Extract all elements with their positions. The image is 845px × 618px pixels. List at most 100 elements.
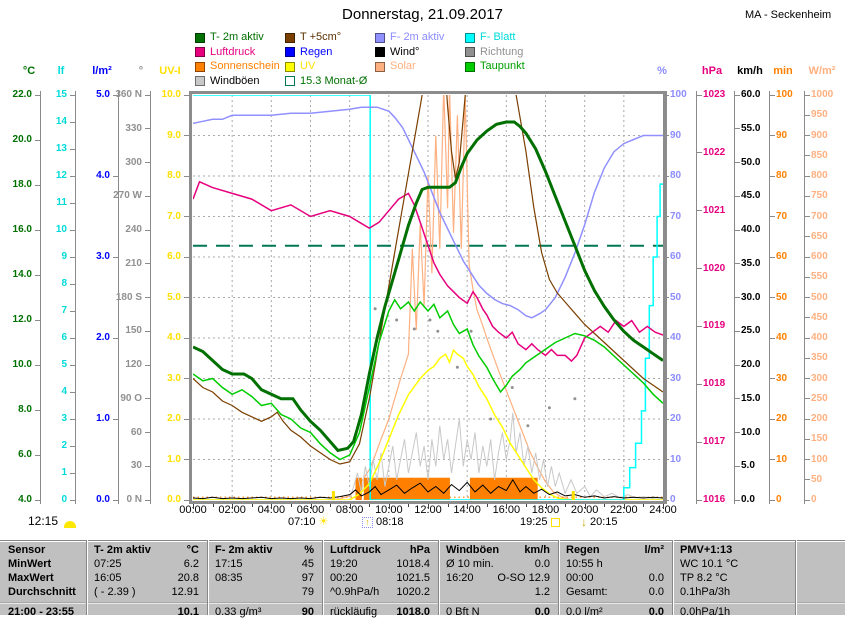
table-cell-text: 10:55 h [566,558,603,570]
axis-tick-label-kmh: 50.0 [741,156,761,168]
axis-tick-label-wm2: 600 [811,251,828,262]
axis-tick-label-kmh: 30.0 [741,291,761,303]
axis-tick-label-C: 16.0 [12,224,32,235]
axis-tick-hPa [697,210,702,212]
legend-swatch-icon [375,61,385,72]
axis-tick-label-min: 90 [776,129,788,141]
table-cell-text: 0.1hPa/3h [680,586,731,598]
axis-tick-C [35,184,40,186]
axis-tick-min [770,378,775,379]
axis-tick-label-C: 22.0 [12,89,32,100]
legend-label: T +5cm° [300,31,342,43]
axis-tick-label-wm2: 350 [811,352,828,364]
sun-marker-time: 07:10 [288,516,316,528]
series-direction-dot [526,424,530,428]
axis-tick-label-uv: 1.0 [167,453,181,465]
axis-tick-wm2 [805,398,810,400]
axis-tick-label-min: 10 [776,453,788,465]
axis-tick-label-deg: 30 [130,460,142,472]
axis-unit-hPa: hPa [701,65,723,77]
axis-tick-uv [184,499,189,501]
sun-marker: ↑ 08:18 [362,516,404,528]
axis-tick-deg [145,94,150,96]
legend-swatch-icon [195,47,205,57]
table-cell-value: 0.0 [534,606,550,618]
axis-tick-label-min: 40 [776,332,788,343]
axis-unit-kmh: km/h [737,65,763,77]
axis-tick-label-deg: 210 [125,257,142,269]
x-axis-tick [349,504,351,509]
table-cell-value: 10.1 [177,606,199,618]
axis-tick-lf [70,94,75,96]
axis-tick-lm2 [113,175,118,177]
sun-marker: 07:10 ☀ [288,516,328,528]
axis-tick-kmh [735,195,740,197]
axis-line-deg [150,91,151,504]
axis-tick-label-kmh: 40.0 [741,224,761,235]
table-column-separator-highlight [208,540,209,615]
table-cell-value: 20.8 [177,572,199,584]
x-axis-label: 00:00 [179,504,207,516]
axis-tick-wm2 [805,297,810,298]
table-header-name: Windböen [446,544,500,556]
sun-icon [64,521,77,528]
axis-tick-label-lm2: 4.0 [96,170,110,181]
axis-tick-min [770,499,775,501]
legend-item: Luftdruck [195,46,255,58]
table-cell-text: 0.0hPa/1h [680,606,731,618]
axis-line-lf [75,91,76,504]
table-row-label: 21:00 - 23:55 [8,606,75,618]
sun-event-tick [571,491,575,500]
legend-swatch-icon [465,32,475,43]
axis-tick-lf [70,310,75,312]
axis-tick-label-lm2: 3.0 [96,251,110,262]
table-header-name: F- 2m aktiv [215,544,273,556]
series-direction-dot [428,318,432,322]
x-axis-tick [330,504,332,507]
x-axis-label: 12:00 [414,504,442,516]
axis-tick-lf [70,283,75,285]
axis-tick-uv [184,175,189,177]
table-header-unit: km/h [524,544,550,556]
axis-tick-min [770,297,775,298]
axis-tick-C [35,229,40,231]
table-cell-text: Gesamt: [566,586,608,598]
axis-tick-wm2 [805,317,810,319]
axis-tick-label-uv: 10.0 [161,89,181,100]
axis-tick-label-C: 18.0 [12,179,32,190]
table-border-dark [0,540,845,541]
axis-unit-min: min [773,65,793,77]
axis-tick-label-lf: 8 [61,278,67,289]
axis-tick-label-C: 20.0 [12,134,32,145]
series-direction-dot [373,307,377,311]
legend-item: T +5cm° [285,32,341,43]
axis-tick-label-pct: 0 [670,494,676,505]
axis-tick-label-lm2: 0.0 [96,494,110,505]
axis-tick-label-lf: 2 [61,440,67,451]
table-cell-value: 1020.2 [396,586,430,598]
legend-swatch-icon [465,61,475,72]
axis-tick-label-uv: 2.0 [167,413,181,424]
legend-swatch-icon [195,76,205,86]
axis-tick-C [35,454,40,456]
series-uv [193,348,663,500]
table-column-separator-highlight [673,540,674,615]
axis-tick-label-kmh: 0.0 [741,494,755,505]
series-direction-dot [469,329,473,333]
axis-tick-label-pct: 40 [670,332,682,343]
axis-tick-label-uv: 7.0 [167,210,181,222]
legend-label: UV [300,60,316,72]
plot-border [189,91,667,504]
axis-tick-label-lf: 10 [55,224,67,235]
axis-tick-label-wm2: 250 [811,392,828,404]
axis-tick-label-hPa: 1020 [703,262,726,274]
x-axis-label: 24:00 [649,504,677,516]
axis-tick-C [35,274,40,276]
axis-tick-min [770,256,775,258]
axis-tick-label-deg: 90 O [120,392,142,404]
legend-swatch-icon [195,61,205,72]
x-axis-tick [369,504,371,507]
axis-tick-lf [70,121,75,123]
table-column-separator [207,540,208,615]
axis-tick-C [35,94,40,96]
